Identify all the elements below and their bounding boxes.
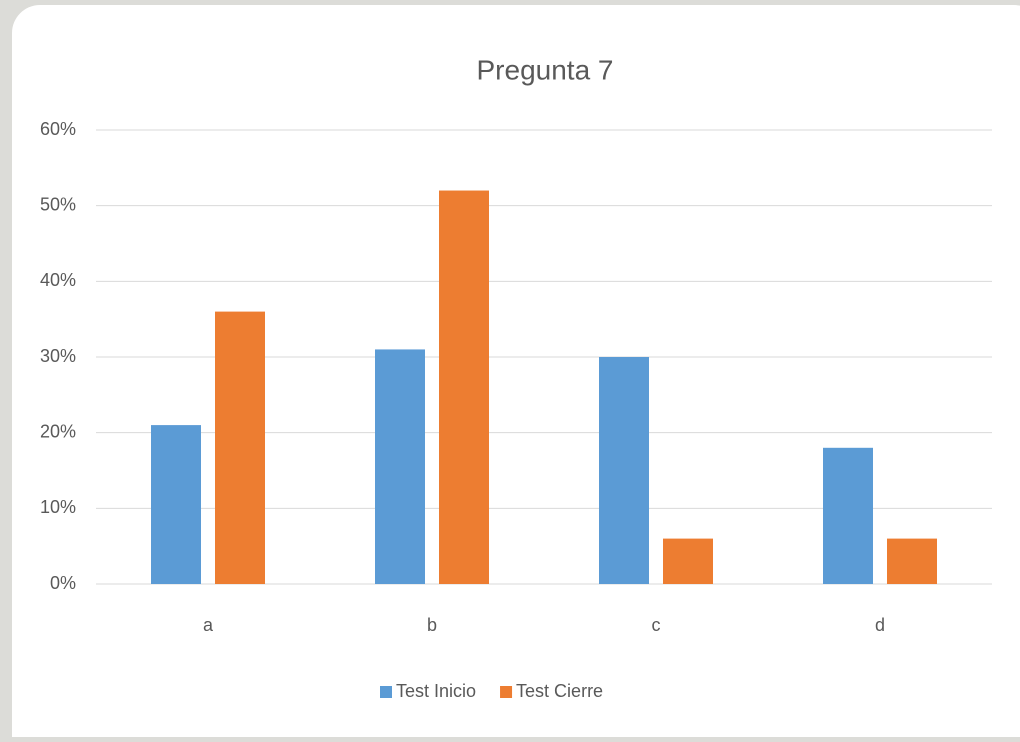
bar: [823, 447, 873, 584]
bar: [663, 538, 713, 584]
bar: [599, 357, 649, 584]
bar: [887, 538, 937, 584]
legend-swatch: [500, 686, 513, 698]
y-tick-label: 40%: [40, 270, 76, 290]
legend-label: Test Inicio: [396, 681, 476, 701]
bar: [439, 190, 489, 585]
chart-title: Pregunta 7: [477, 54, 614, 85]
y-tick-label: 20%: [40, 421, 76, 441]
y-tick-label: 60%: [40, 119, 76, 139]
y-tick-label: 50%: [40, 194, 76, 214]
bar: [215, 311, 265, 584]
legend-swatch: [380, 686, 392, 698]
legend-label: Test Cierre: [516, 681, 603, 701]
x-tick-label: a: [203, 615, 214, 635]
x-tick-label: d: [875, 615, 885, 635]
x-tick-label: b: [427, 615, 437, 635]
chart-card: [12, 5, 1020, 742]
bar: [375, 349, 425, 584]
y-tick-label: 30%: [40, 346, 76, 366]
bar: [151, 425, 201, 584]
x-tick-label: c: [652, 615, 661, 635]
y-tick-label: 10%: [40, 497, 76, 517]
y-tick-label: 0%: [50, 573, 76, 593]
